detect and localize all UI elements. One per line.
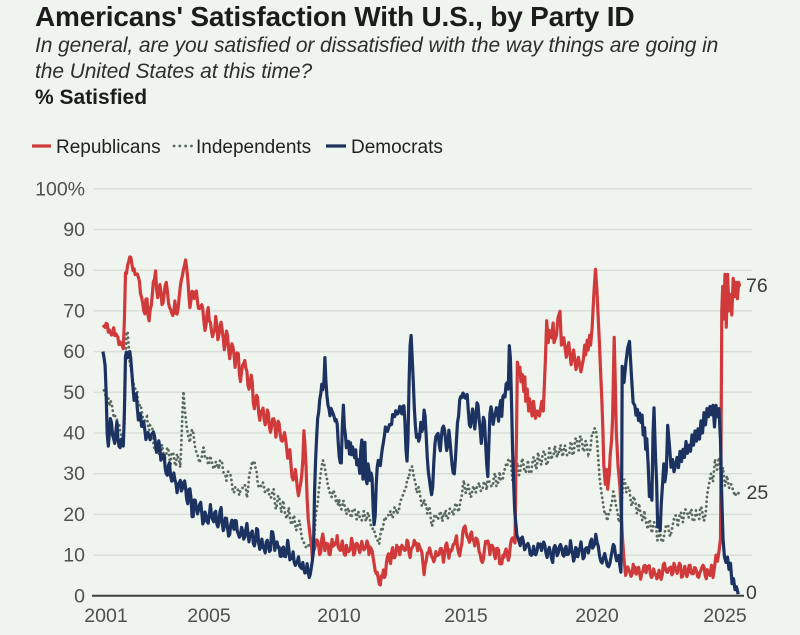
svg-text:50: 50 — [63, 382, 85, 404]
svg-text:2010: 2010 — [317, 605, 361, 627]
svg-text:0: 0 — [74, 585, 85, 607]
svg-text:Democrats: Democrats — [351, 137, 443, 158]
svg-text:Independents: Independents — [196, 137, 311, 158]
svg-text:20: 20 — [63, 504, 85, 526]
svg-text:2001: 2001 — [84, 605, 127, 627]
svg-text:70: 70 — [63, 300, 85, 322]
svg-text:10: 10 — [63, 545, 85, 567]
svg-text:30: 30 — [63, 463, 85, 485]
svg-text:40: 40 — [63, 423, 85, 445]
svg-text:60: 60 — [63, 341, 85, 363]
svg-text:100%: 100% — [35, 178, 85, 200]
svg-text:80: 80 — [63, 260, 85, 282]
svg-text:2005: 2005 — [187, 605, 231, 627]
svg-text:2020: 2020 — [575, 605, 619, 627]
svg-text:2015: 2015 — [444, 605, 488, 627]
svg-text:Republicans: Republicans — [56, 137, 161, 158]
svg-text:90: 90 — [63, 219, 85, 241]
svg-text:76: 76 — [746, 275, 768, 297]
svg-text:25: 25 — [747, 482, 769, 504]
svg-text:2025: 2025 — [703, 605, 747, 627]
svg-text:0: 0 — [746, 582, 757, 604]
